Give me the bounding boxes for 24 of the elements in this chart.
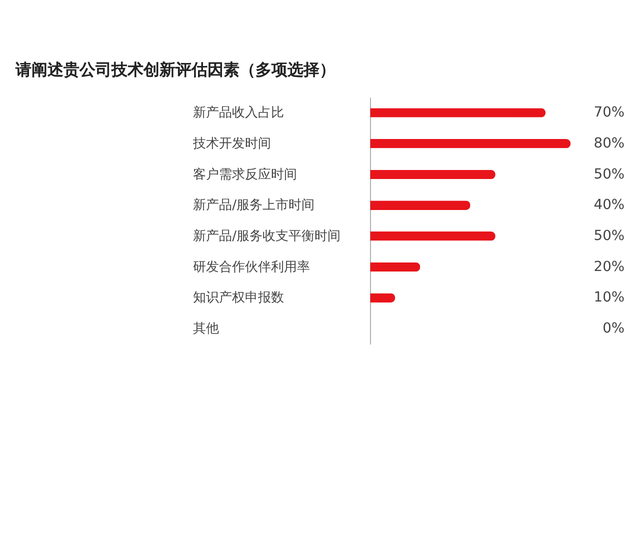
y-tick-label: 其他	[193, 322, 220, 337]
text: 请阐述贵公司技术创新评估因素（多项选择）	[14, 60, 336, 79]
bar	[370, 262, 420, 272]
data-label: 70%	[594, 104, 625, 121]
data-label: 80%	[594, 135, 625, 152]
y-tick-label: 客户需求反应时间	[193, 166, 298, 182]
bar	[370, 139, 571, 148]
bar	[370, 108, 546, 118]
bar	[370, 170, 496, 180]
data-label: 50%	[594, 228, 625, 244]
y-tick-label: 知识产权申报数	[193, 290, 284, 306]
y-tick-label: 新产品收入占比	[193, 106, 284, 121]
y-tick-label: 新产品/服务上市时间	[193, 198, 315, 214]
y-tick-label: 新产品/服务收支平衡时间	[193, 229, 341, 244]
bar	[370, 293, 396, 302]
data-label: 0%	[602, 320, 625, 337]
data-label: 40%	[594, 197, 625, 214]
bar	[370, 200, 470, 210]
data-label: 20%	[594, 258, 625, 275]
y-tick-label: 技术开发时间	[192, 136, 272, 152]
data-label: 10%	[594, 290, 625, 306]
data-label: 50%	[594, 166, 625, 182]
bar	[370, 232, 496, 241]
y-tick-label: 研发合作伙伴利用率	[193, 258, 310, 275]
